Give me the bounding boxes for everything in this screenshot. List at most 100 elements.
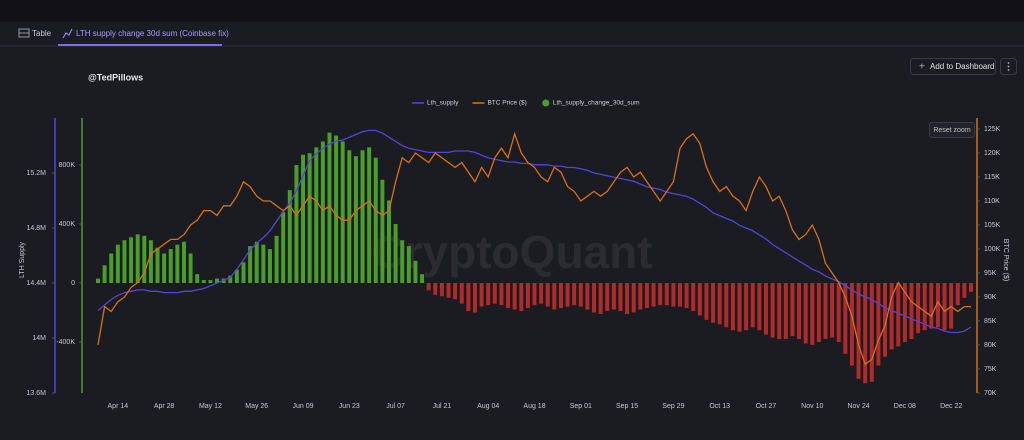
bar [598, 283, 603, 314]
bar [883, 283, 888, 357]
bar [578, 283, 583, 307]
bar [373, 157, 378, 283]
bar [472, 283, 477, 313]
bar [816, 283, 821, 342]
bar [638, 283, 643, 310]
x-tick-label: Jun 09 [293, 403, 314, 410]
x-tick-label: Jul 21 [433, 403, 452, 410]
bar [929, 283, 934, 329]
bar [691, 283, 696, 312]
bar [380, 179, 385, 283]
bar [797, 283, 802, 340]
bar [644, 283, 649, 309]
bar [512, 283, 517, 310]
bar [737, 283, 742, 332]
bar [770, 283, 775, 338]
bar [750, 283, 755, 328]
button-frame [910, 58, 996, 75]
x-tick-label: Dec 08 [894, 403, 916, 410]
tick-label: 125K [984, 126, 1001, 133]
bar [439, 283, 444, 297]
bar [486, 283, 491, 306]
bar [625, 283, 630, 314]
bar [889, 283, 894, 350]
tick-label: 70K [984, 390, 997, 397]
bar [360, 150, 365, 283]
tick-label: 110K [984, 198, 1000, 205]
bar [274, 235, 279, 283]
bar [611, 283, 616, 310]
bar [763, 283, 768, 335]
bar [969, 283, 973, 292]
bar [208, 280, 213, 283]
bar [757, 283, 762, 331]
bar [922, 283, 927, 331]
bar [717, 283, 722, 325]
y2-axis-title: BTC Price ($) [1002, 239, 1009, 281]
bar [254, 241, 259, 283]
tick-label: 90K [984, 294, 997, 301]
bar [664, 283, 669, 306]
bar [744, 283, 749, 331]
x-tick-label: Sep 29 [662, 403, 684, 410]
bar [539, 283, 544, 304]
tick-label: 95K [984, 270, 997, 277]
bar [201, 280, 206, 283]
bar [572, 283, 577, 306]
bar [122, 240, 127, 283]
bar [711, 283, 716, 323]
x-tick-label: Jun 23 [339, 403, 360, 410]
bar [902, 283, 907, 342]
x-tick-label: May 12 [199, 403, 222, 410]
bar [532, 283, 537, 306]
bar [552, 283, 557, 310]
tick-label: 105K [984, 222, 1001, 229]
bar [181, 241, 186, 283]
bar [466, 283, 471, 312]
menu-dot [1007, 62, 1010, 64]
bar [849, 283, 854, 366]
bar [790, 283, 795, 337]
bar [228, 275, 233, 283]
x-tick-label: May 26 [245, 403, 268, 410]
bar [519, 283, 524, 312]
legend-marker [542, 99, 550, 107]
tick-label: 13.6M [27, 390, 47, 397]
x-tick-label: Apr 14 [108, 403, 129, 410]
line [97, 129, 972, 334]
bar [479, 283, 484, 307]
x-tick-label: Aug 18 [523, 403, 545, 410]
watermark: CryptoQuant [371, 226, 652, 278]
bar [777, 283, 782, 340]
bar [413, 260, 418, 283]
bar [525, 283, 530, 309]
bar [393, 224, 398, 283]
bar [724, 283, 729, 328]
bar [387, 200, 391, 283]
bar [367, 147, 372, 283]
bar [565, 283, 570, 307]
bar [96, 278, 100, 283]
bar [142, 235, 147, 283]
x-tick-label: Aug 04 [477, 403, 499, 410]
more-menu[interactable] [1000, 58, 1017, 75]
reset-zoom[interactable]: Reset zoom [929, 122, 975, 138]
chart-icon [62, 28, 73, 39]
plus-icon: + [919, 62, 925, 73]
bar [261, 244, 266, 283]
bar [876, 283, 881, 366]
tab-table[interactable]: Table [18, 28, 52, 38]
bar [558, 283, 563, 309]
y-axis-title: LTH Supply [19, 241, 26, 278]
x-tick-label: Sep 15 [616, 403, 638, 410]
add-to-dashboard[interactable]: + Add to Dashboard [910, 58, 996, 75]
bar [433, 283, 438, 295]
tick-label: 80K [984, 342, 997, 349]
button-label: Add to Dashboard [930, 62, 995, 71]
bar [234, 269, 239, 283]
bar [267, 249, 272, 283]
tab-chart[interactable]: LTH supply change 30d sum (Coinbase fix) [58, 28, 229, 46]
bar [406, 246, 411, 283]
